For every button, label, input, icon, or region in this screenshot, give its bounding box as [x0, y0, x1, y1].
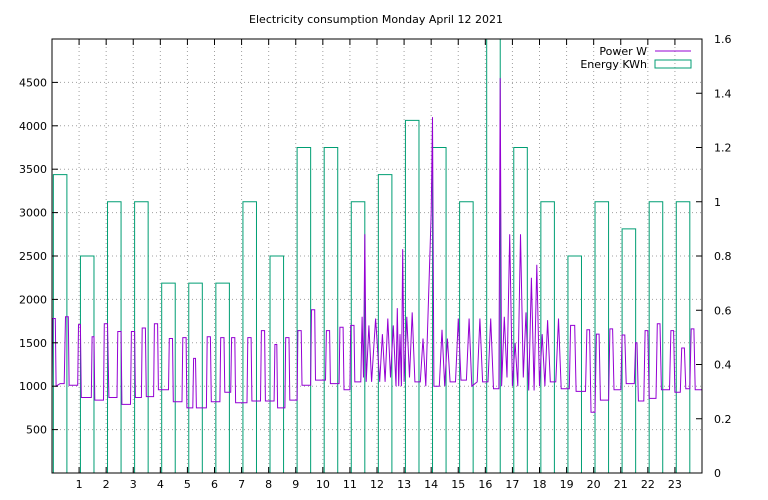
energy-bar	[269, 255, 285, 473]
energy-bar	[377, 174, 393, 473]
x-tick-label: 4	[157, 478, 164, 491]
x-tick-label: 7	[238, 478, 245, 491]
x-tick-label: 21	[614, 478, 628, 491]
x-tick-label: 14	[424, 478, 438, 491]
y-right-tick-label: 1.4	[714, 87, 732, 100]
energy-bar	[52, 174, 68, 473]
y-left-tick-label: 1000	[19, 380, 47, 393]
energy-bar	[404, 119, 420, 473]
y-left-tick-label: 4000	[19, 120, 47, 133]
energy-bar	[296, 147, 312, 473]
x-tick-label: 22	[641, 478, 655, 491]
y-left-tick-label: 1500	[19, 337, 47, 350]
grid-lines	[52, 39, 702, 473]
x-tick-label: 10	[316, 478, 330, 491]
legend-label-energy: Energy KWh	[580, 58, 647, 71]
y-right-tick-label: 0.6	[714, 304, 732, 317]
energy-bar	[540, 201, 555, 473]
y-right-tick-label: 1	[714, 196, 721, 209]
x-tick-label: 18	[533, 478, 547, 491]
y-right-tick-label: 1.2	[714, 142, 732, 155]
x-tick-label: 20	[587, 478, 601, 491]
energy-bar	[675, 201, 691, 473]
y-right-tick-label: 0	[714, 467, 721, 480]
energy-bar	[323, 147, 339, 473]
energy-bar	[188, 282, 203, 473]
y-right-tick-label: 1.6	[714, 33, 732, 46]
power-series	[51, 78, 702, 413]
x-tick-label: 1	[76, 478, 83, 491]
x-tick-label: 11	[343, 478, 357, 491]
energy-bar	[594, 201, 610, 473]
energy-bar	[513, 147, 528, 473]
energy-bar	[648, 201, 664, 473]
y-right-tick-label: 0.2	[714, 413, 732, 426]
energy-bar	[215, 282, 230, 473]
axes: 1 2 3 4 5 6 7 8 9 10 11 12 13 14 15 16 17 18 19 20 21 22 23500…	[19, 33, 732, 491]
energy-bar	[567, 255, 582, 473]
energy-bar	[432, 147, 447, 473]
x-tick-label: 17	[505, 478, 519, 491]
energy-bar	[459, 201, 474, 473]
x-tick-label: 23	[668, 478, 682, 491]
x-tick-label: 8	[265, 478, 272, 491]
y-left-tick-label: 2000	[19, 293, 47, 306]
legend-swatch-energy	[654, 59, 692, 69]
chart-title: Electricity consumption Monday April 12 …	[249, 13, 503, 26]
x-tick-label: 6	[211, 478, 218, 491]
y-left-tick-label: 3000	[19, 207, 47, 220]
energy-bar	[107, 201, 122, 473]
x-tick-label: 12	[370, 478, 384, 491]
legend: Power W Energy KWh	[580, 45, 692, 71]
y-left-tick-label: 4500	[19, 76, 47, 89]
energy-bar	[134, 201, 149, 473]
y-left-tick-label: 500	[26, 424, 47, 437]
x-tick-label: 15	[451, 478, 465, 491]
x-tick-label: 16	[478, 478, 492, 491]
y-right-tick-label: 0.4	[714, 359, 732, 372]
y-left-tick-label: 3500	[19, 163, 47, 176]
y-left-tick-label: 2500	[19, 250, 47, 263]
energy-bar	[350, 201, 366, 473]
energy-bar	[161, 282, 176, 473]
power-line	[51, 78, 702, 413]
x-tick-label: 5	[184, 478, 191, 491]
y-right-tick-label: 0.8	[714, 250, 732, 263]
legend-label-power: Power W	[599, 45, 647, 58]
energy-bar	[242, 201, 257, 473]
x-tick-label: 9	[292, 478, 299, 491]
energy-bar	[621, 228, 637, 473]
x-tick-label: 13	[397, 478, 411, 491]
x-tick-label: 19	[560, 478, 574, 491]
x-tick-label: 2	[103, 478, 110, 491]
x-tick-label: 3	[130, 478, 137, 491]
